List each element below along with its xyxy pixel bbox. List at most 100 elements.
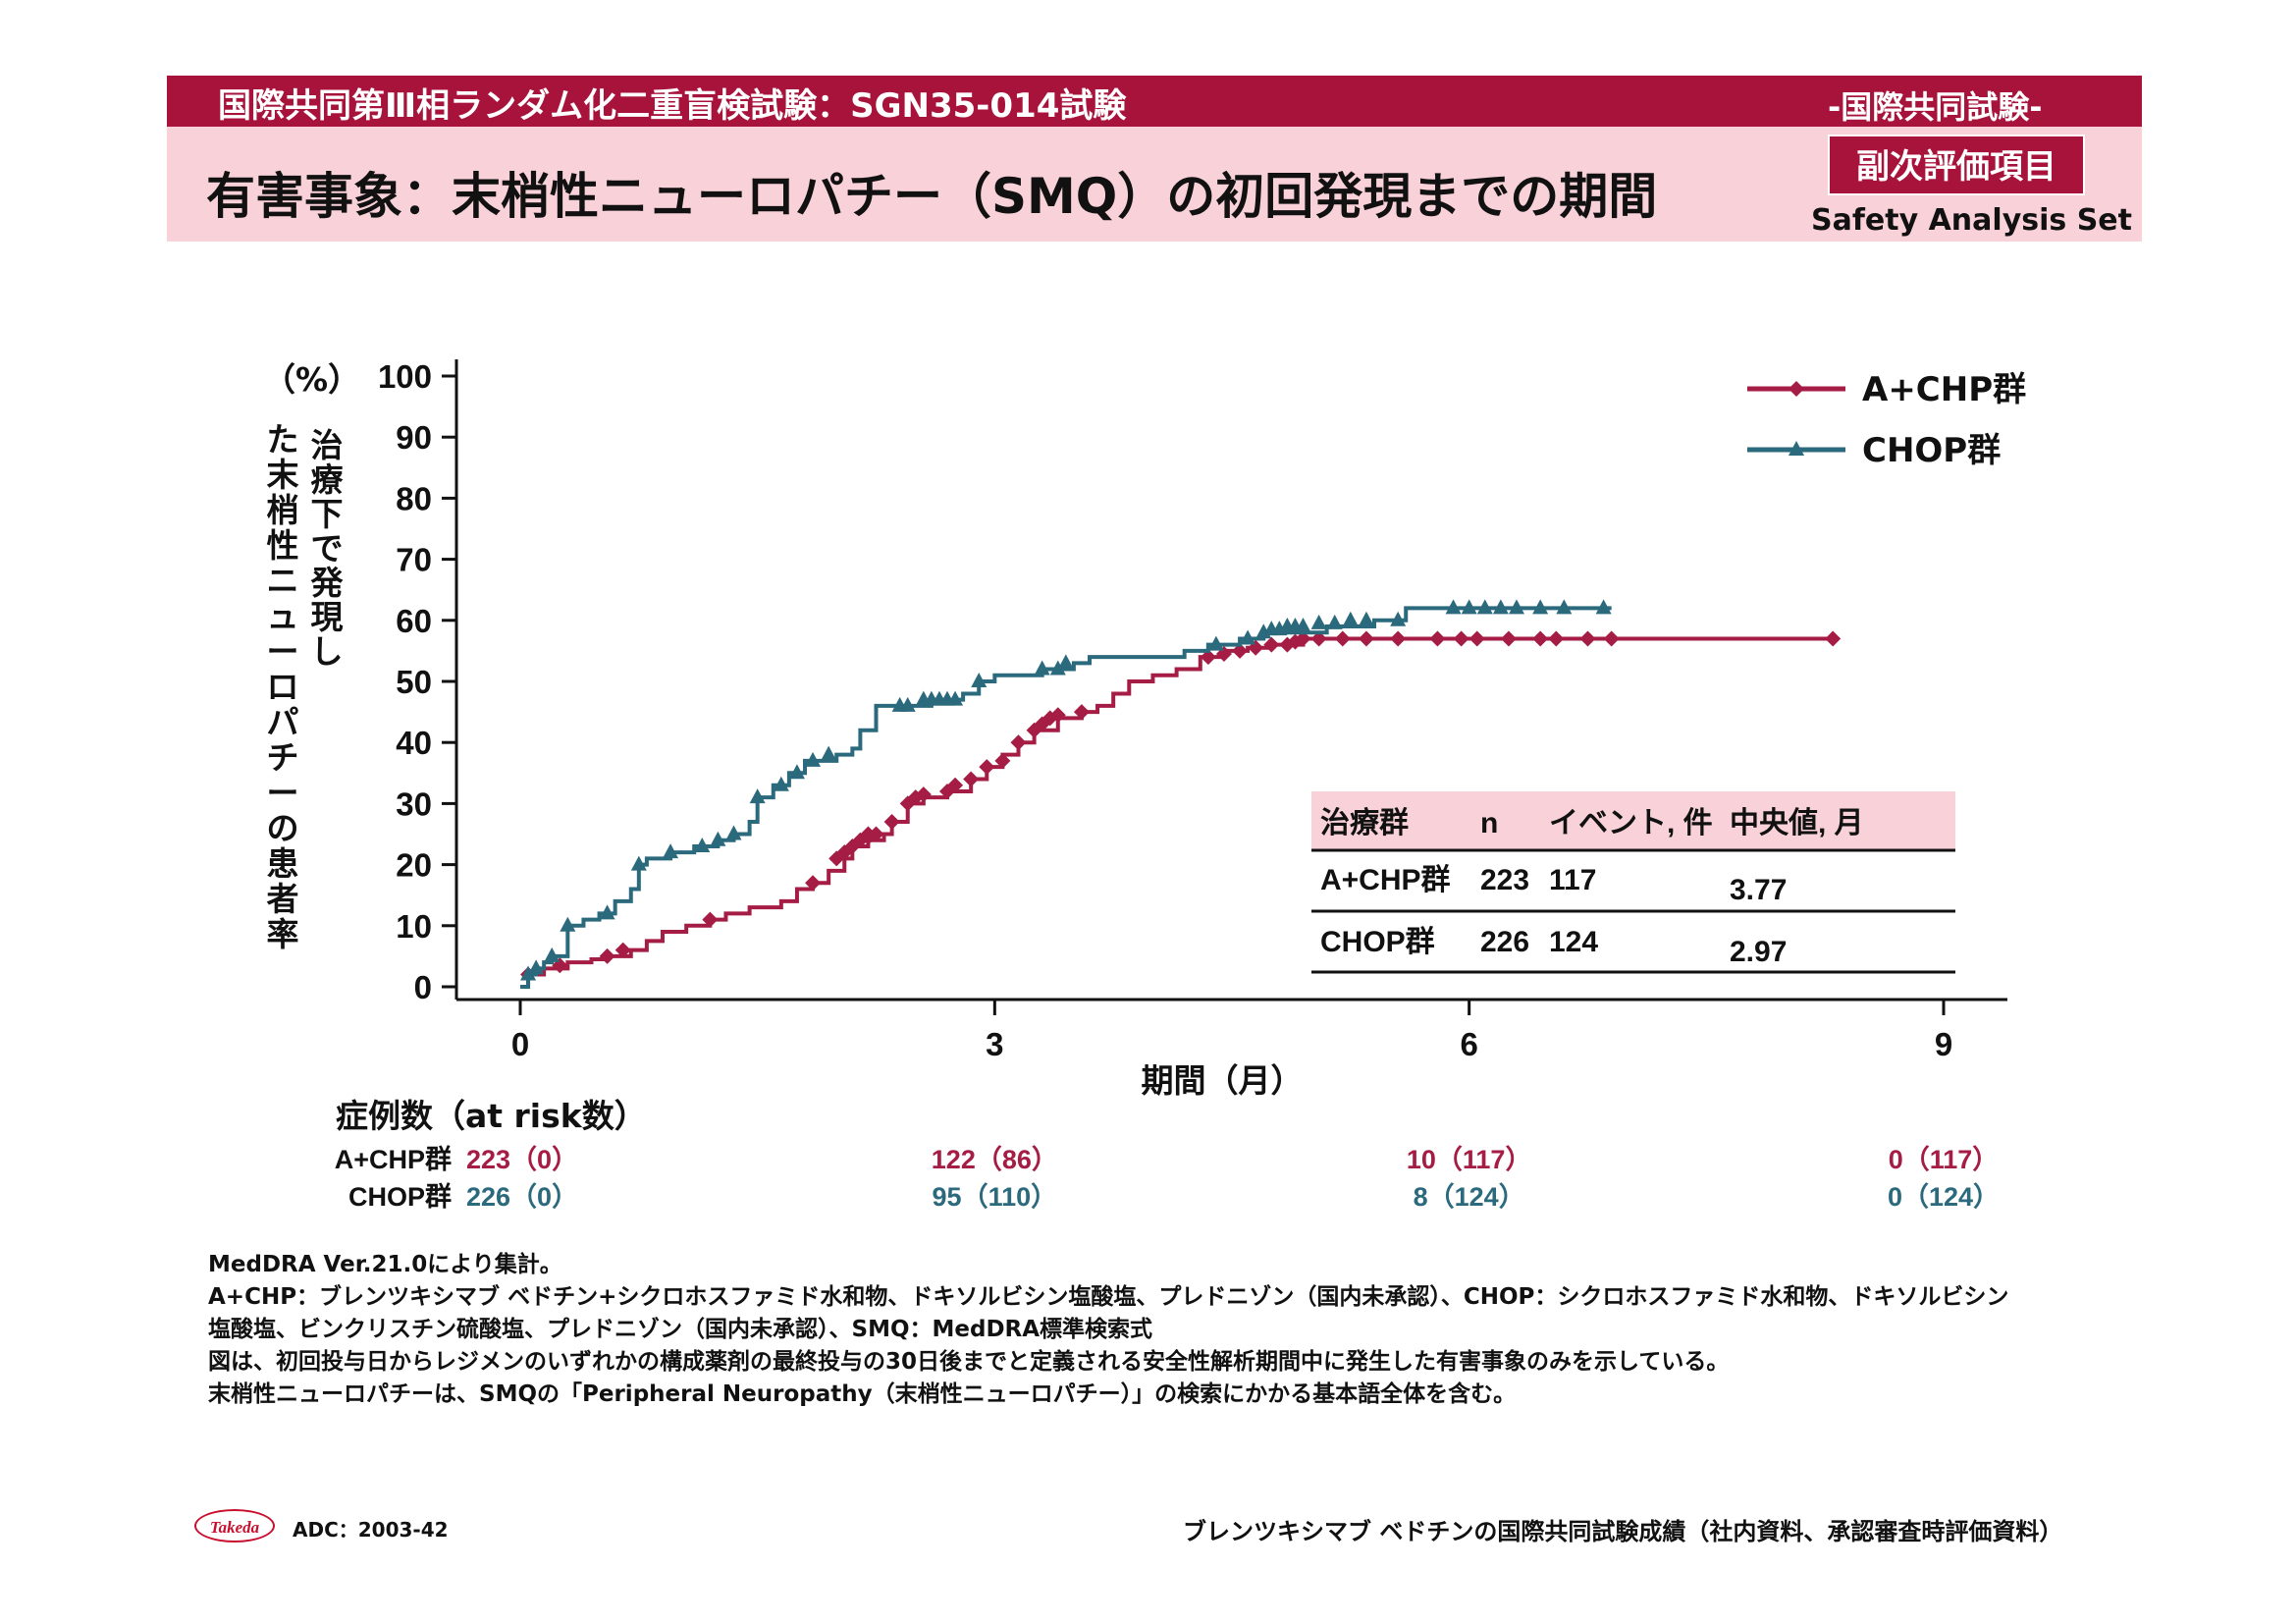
intl-study-tag: -国際共同試験- <box>1828 88 2043 126</box>
at-risk-table: 症例数（at risk数） A+CHP群 223（0） 122（86） 10（117） 0… <box>335 1097 2000 1212</box>
censor-marker <box>1390 630 1407 647</box>
at-risk-value: 226（0） <box>466 1182 578 1212</box>
censor-marker <box>1429 630 1446 647</box>
summary-cell: 3.77 <box>1730 874 1787 906</box>
censor-marker <box>694 837 711 852</box>
censor-marker <box>1049 707 1066 724</box>
censor-marker <box>1342 611 1359 626</box>
censor-marker <box>1295 630 1311 647</box>
at-risk-value: 95（110） <box>933 1182 1058 1212</box>
censor-marker <box>1390 611 1407 626</box>
censor-marker <box>1461 599 1477 615</box>
censor-marker <box>1057 654 1074 670</box>
censor-marker <box>1468 630 1485 647</box>
summary-cell: A+CHP群 <box>1320 864 1451 896</box>
censor-marker <box>899 696 916 712</box>
censor-marker <box>860 826 877 842</box>
censor-marker <box>1310 630 1327 647</box>
censor-marker <box>1326 614 1343 629</box>
footnote-line: 図は、初回投与日からレジメンのいずれかの構成薬剤の最終投与の30日後までと定義さ… <box>208 1349 1730 1375</box>
axis-labels: （%） 期間（月） 治療下で発現した末梢性ニューロパチーの患者率 <box>263 360 1304 1100</box>
analysis-set-label: Safety Analysis Set <box>1811 203 2132 238</box>
censor-marker <box>1548 630 1565 647</box>
y-tick-label: 60 <box>396 603 432 639</box>
y-tick-label: 100 <box>378 358 432 395</box>
censor-marker <box>947 690 964 706</box>
y-tick-label: 50 <box>396 664 432 700</box>
censor-marker <box>1232 642 1249 659</box>
censor-marker <box>1034 660 1050 676</box>
footnote-line: MedDRA Ver.21.0により集計。 <box>208 1252 562 1277</box>
at-risk-value: 0（117） <box>1889 1145 2000 1174</box>
censor-marker <box>1310 614 1327 629</box>
censor-marker <box>994 752 1011 769</box>
censor-marker <box>749 788 766 804</box>
censor-marker <box>821 745 837 761</box>
x-axis-label: 期間（月） <box>1142 1061 1304 1100</box>
at-risk-label: CHOP群 <box>348 1182 452 1212</box>
header-bar <box>167 76 2142 127</box>
series-a-chp <box>520 630 1842 989</box>
censor-marker <box>630 855 647 871</box>
censor-marker <box>1049 660 1066 676</box>
document-code: ADC：2003-42 <box>293 1518 449 1542</box>
censor-marker <box>1445 599 1462 615</box>
censor-marker <box>1825 630 1842 647</box>
censor-marker <box>1509 599 1524 615</box>
axes: 0 10 20 30 40 50 60 70 80 90 100 0 3 6 9 <box>378 358 2007 1062</box>
censor-marker <box>599 904 615 920</box>
study-label: 国際共同第Ⅲ相ランダム化二重盲検試験：SGN35-014試験 <box>218 86 1127 126</box>
x-tick-label: 9 <box>1935 1026 1952 1062</box>
y-unit-label: （%） <box>263 360 360 399</box>
series-line <box>520 606 1612 989</box>
y-tick-label: 10 <box>396 908 432 945</box>
y-tick-label: 40 <box>396 725 432 761</box>
summary-table: 治療群 n イベント, 件中央値, 月 A+CHP群 223 117 3.77 CHOP群 22… <box>1311 791 1955 974</box>
censor-marker <box>1579 630 1596 647</box>
x-tick-label: 6 <box>1460 1026 1477 1062</box>
censor-marker <box>663 843 679 859</box>
censor-marker <box>1200 649 1216 666</box>
at-risk-value: 8（124） <box>1414 1182 1525 1212</box>
y-tick-label: 20 <box>396 847 432 884</box>
censor-marker <box>883 814 900 831</box>
censor-marker <box>947 777 964 793</box>
censor-marker <box>971 673 988 687</box>
censor-marker <box>1603 630 1620 647</box>
censor-marker <box>1532 599 1549 615</box>
footnote-line: 末梢性ニューロパチーは、SMQの「Peripheral Neuropathy（末… <box>208 1381 1517 1407</box>
summary-cell: 2.97 <box>1730 936 1787 968</box>
summary-cell: 124 <box>1549 926 1598 958</box>
censor-marker <box>1295 618 1311 633</box>
x-tick-label: 3 <box>986 1026 1003 1062</box>
takeda-logo: Takeda <box>194 1509 275 1543</box>
legend-label: CHOP群 <box>1862 431 2001 470</box>
legend-label: A+CHP群 <box>1862 370 2026 409</box>
censor-marker <box>1476 599 1493 615</box>
source-note: ブレンツキシマブ ベドチンの国際共同試験成績（社内資料、承認審査時評価資料） <box>1183 1518 2063 1545</box>
footnote-line: 塩酸塩、ビンクリスチン硫酸塩、プレドニゾン（国内未承認）、SMQ：MedDRA標… <box>208 1317 1153 1342</box>
censor-marker <box>1789 441 1804 456</box>
censor-marker <box>1263 636 1280 653</box>
y-axis-label: 治療下で発現した末梢性ニューロパチーの患者率 <box>267 420 345 953</box>
censor-marker <box>1453 630 1469 647</box>
y-tick-label: 80 <box>396 480 432 516</box>
censor-marker <box>560 916 576 932</box>
censor-marker <box>1556 599 1573 615</box>
censor-marker <box>528 959 545 975</box>
at-risk-title: 症例数（at risk数） <box>336 1097 647 1135</box>
censor-marker <box>963 771 980 787</box>
censor-marker <box>915 786 932 803</box>
censor-marker <box>1010 734 1027 751</box>
summary-cell: 226 <box>1480 926 1529 958</box>
at-risk-value: 122（86） <box>932 1145 1058 1174</box>
censor-marker <box>805 751 822 767</box>
censor-marker <box>1789 381 1804 397</box>
summary-cell: CHOP群 <box>1320 926 1435 958</box>
y-tick-label: 70 <box>396 542 432 578</box>
censor-marker <box>979 759 995 776</box>
summary-header-bg <box>1311 791 1955 850</box>
censor-marker <box>544 947 561 962</box>
title-band <box>167 127 2142 242</box>
series-chop <box>520 599 1612 989</box>
